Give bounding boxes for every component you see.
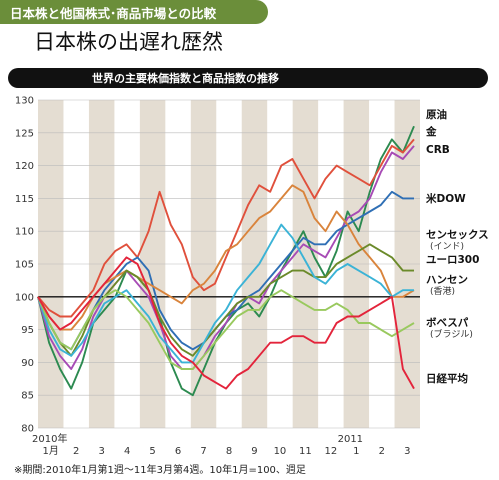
chart-title-bar: 世界の主要株価指数と商品指数の推移 bbox=[8, 68, 488, 88]
x-tick-label: 2 bbox=[379, 446, 385, 457]
x-tick-label: 1 bbox=[353, 446, 359, 457]
x-tick-label: 10 bbox=[274, 446, 287, 457]
legend-label: ハンセン bbox=[426, 274, 468, 286]
y-tick-label: 85 bbox=[21, 391, 34, 402]
y-tick-label: 110 bbox=[15, 227, 34, 238]
y-tick-label: 105 bbox=[15, 260, 34, 271]
series-line bbox=[37, 256, 415, 390]
footnote: ※期間:2010年1月第1週～11年3月第4週。10年1月=100、週足 bbox=[14, 465, 306, 476]
x-year-label: 2011 bbox=[338, 434, 363, 445]
series-line bbox=[37, 289, 415, 370]
x-tick-label: 11 bbox=[299, 446, 312, 457]
x-tick-label: 1月 bbox=[43, 445, 59, 457]
legend-sublabel: (香港) bbox=[430, 285, 455, 297]
legend-label: CRB bbox=[426, 144, 450, 156]
legend-label: 原油 bbox=[426, 108, 447, 121]
series-line bbox=[37, 145, 415, 370]
x-year-label: 2010年 bbox=[32, 432, 67, 445]
x-tick-label: 4 bbox=[124, 446, 130, 457]
y-tick-label: 115 bbox=[15, 194, 34, 205]
legend-label: ユーロ300 bbox=[426, 254, 479, 266]
x-tick-label: 3 bbox=[98, 446, 104, 457]
y-tick-label: 130 bbox=[15, 96, 34, 107]
series-line bbox=[37, 138, 415, 318]
legend-label: 金 bbox=[425, 125, 437, 138]
chart-title: 世界の主要株価指数と商品指数の推移 bbox=[92, 72, 279, 85]
y-tick-label: 80 bbox=[21, 424, 34, 435]
legend-label: センセックス bbox=[426, 229, 489, 241]
legend-label: 米DOW bbox=[425, 192, 466, 205]
x-tick-label: 5 bbox=[149, 446, 155, 457]
x-tick-label: 2 bbox=[73, 446, 79, 457]
legend-label: ボベスパ bbox=[426, 316, 469, 329]
x-tick-label: 3 bbox=[404, 446, 410, 457]
series-line bbox=[37, 223, 414, 364]
legend-label: 日経平均 bbox=[426, 372, 468, 385]
legend-sublabel: (ブラジル) bbox=[430, 328, 473, 340]
y-tick-label: 90 bbox=[21, 358, 34, 369]
headline: 日本株の出遅れ歴然 bbox=[34, 30, 223, 54]
category-banner: 日本株と他国株式･商品市場との比較 bbox=[0, 0, 268, 24]
legend-sublabel: (インド) bbox=[430, 242, 464, 252]
x-tick-label: 6 bbox=[175, 446, 181, 457]
y-tick-label: 100 bbox=[15, 292, 34, 303]
y-tick-label: 125 bbox=[15, 128, 34, 139]
x-tick-label: 8 bbox=[226, 446, 232, 457]
x-tick-label: 9 bbox=[251, 446, 257, 457]
y-tick-label: 95 bbox=[21, 325, 34, 336]
x-tick-label: 12 bbox=[324, 446, 337, 457]
y-tick-label: 120 bbox=[15, 161, 34, 172]
category-label: 日本株と他国株式･商品市場との比較 bbox=[10, 6, 217, 21]
x-tick-label: 7 bbox=[200, 446, 206, 457]
